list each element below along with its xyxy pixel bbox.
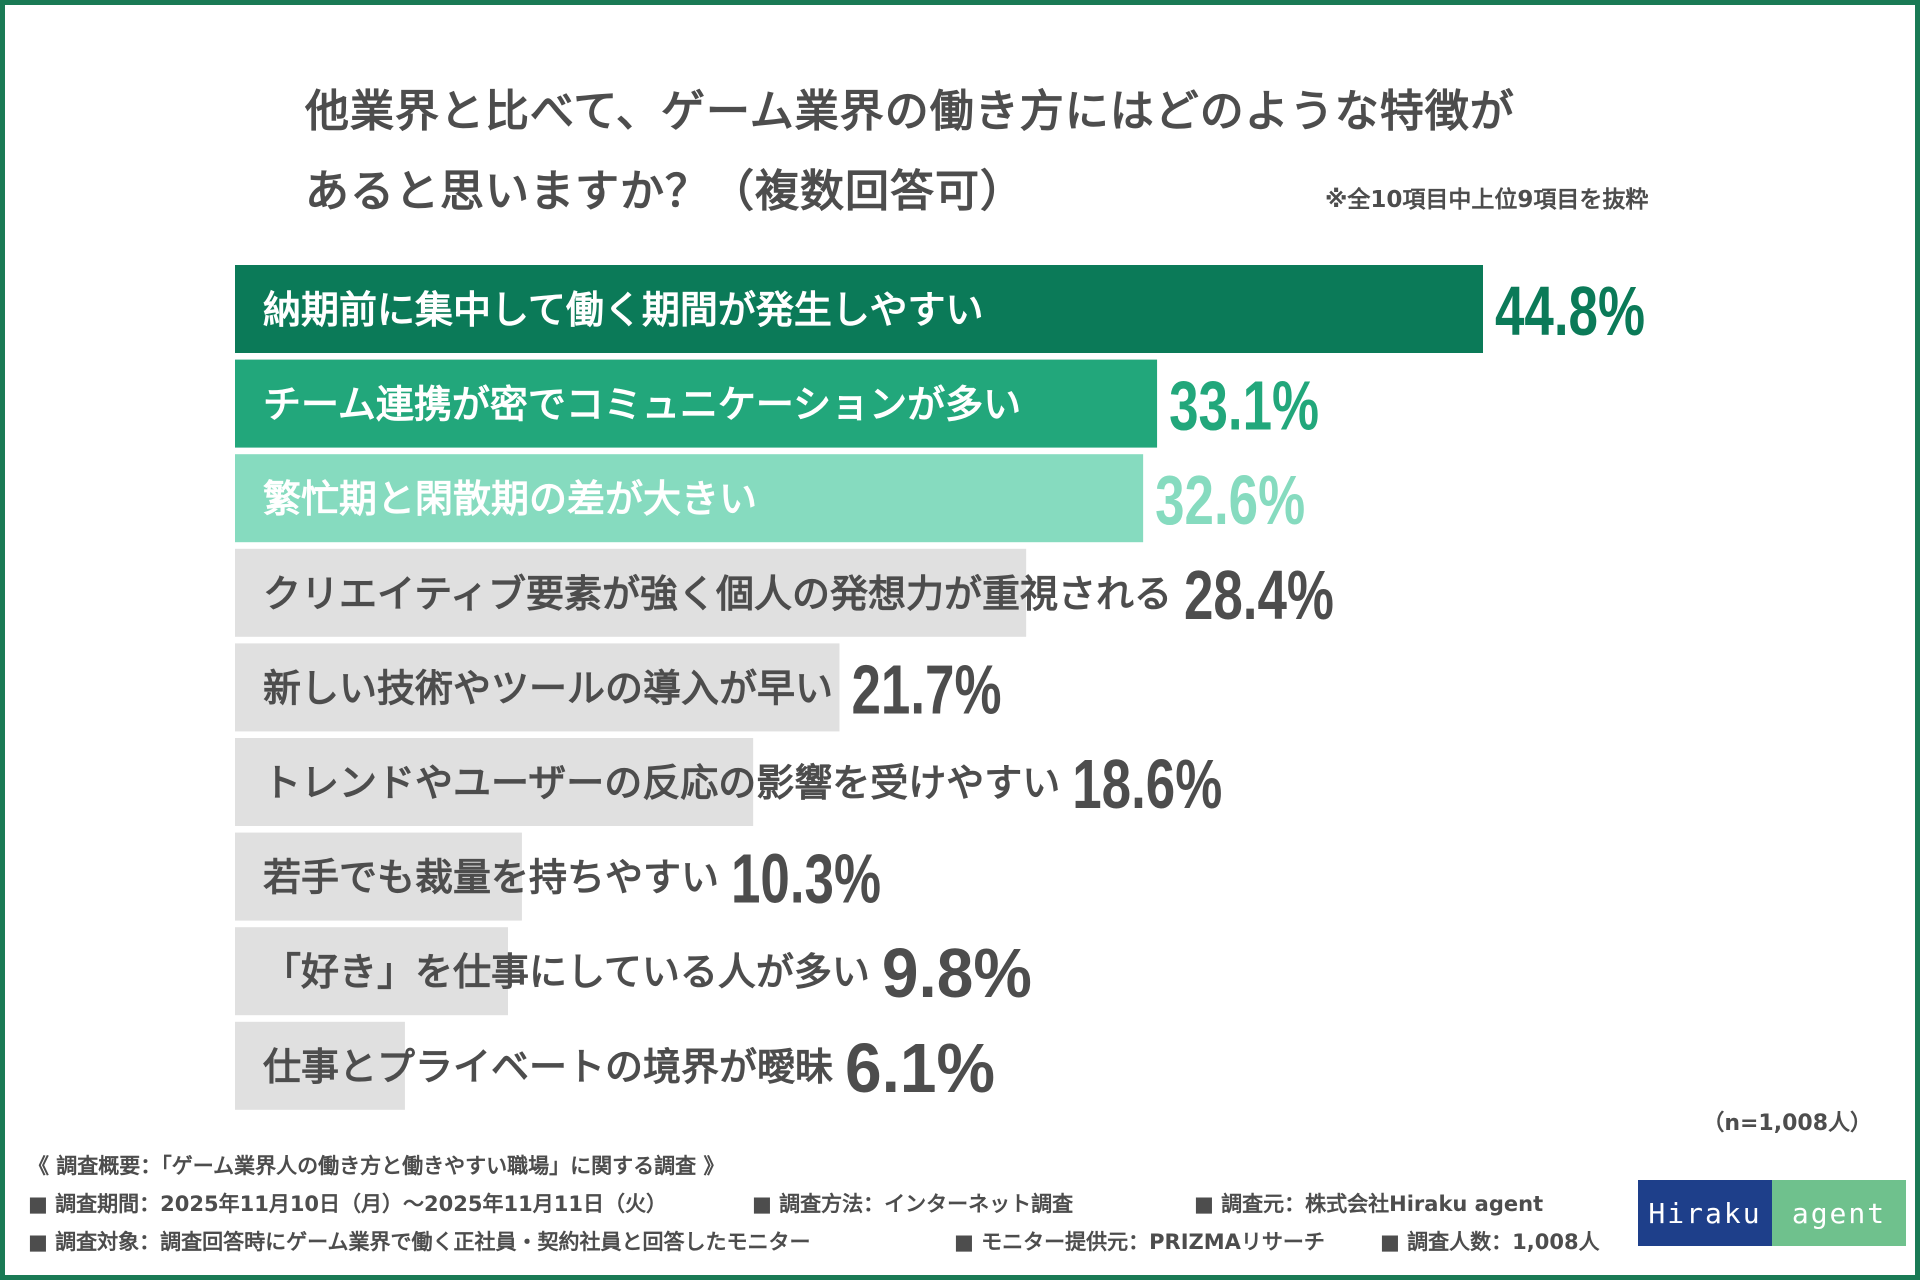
bar-category-label: クリエイティブ要素が強く個人の発想力が重視される xyxy=(263,572,1172,616)
logo-left-text: Hiraku xyxy=(1648,1196,1762,1230)
bar-value-label: 9.8% xyxy=(882,934,1032,1012)
bar-group: 繁忙期と閑散期の差が大きい 32.6% xyxy=(235,454,1305,543)
bar xyxy=(235,454,1144,543)
bar-group: トレンドやユーザーの反応の影響を受けやすい 18.6% xyxy=(235,738,1222,826)
bar-group: チーム連携が密でコミュニケーションが多い 33.1% xyxy=(235,359,1319,448)
bar-value-label: 6.1% xyxy=(845,1029,995,1107)
bar-category-label: トレンドやユーザーの反応の影響を受けやすい xyxy=(263,761,1060,805)
title-line-2: あると思いますか？（複数回答可） xyxy=(305,166,1025,217)
bar-group: 納期前に集中して働く期間が発生しやすい 44.8% xyxy=(235,265,1645,353)
bar-value-label: 10.3% xyxy=(731,840,881,918)
bar xyxy=(235,265,1483,353)
bar-value-label: 28.4% xyxy=(1184,556,1334,634)
sample-size: （n=1,008人） xyxy=(1702,1111,1872,1136)
bar-value-label: 44.8% xyxy=(1495,272,1645,350)
chart-title: 他業界と比べて、ゲーム業界の働き方にはどのような特徴が あると思いますか？（複数… xyxy=(305,72,1705,232)
bar-group: 若手でも裁量を持ちやすい 10.3% xyxy=(235,832,881,921)
survey-provider: ■ モニター提供元：PRIZMAリサーチ xyxy=(954,1230,1325,1254)
bar-group: 仕事とプライベートの境界が曖昧 6.1% xyxy=(235,1021,995,1110)
logo-left: Hiraku xyxy=(1638,1180,1772,1246)
survey-source: ■ 調査元：株式会社Hiraku agent xyxy=(1194,1192,1544,1216)
bar xyxy=(235,1021,405,1110)
survey-target: ■ 調査対象：調査回答時にゲーム業界で働く正社員・契約社員と回答したモニター xyxy=(28,1230,811,1254)
bar-group: 「好き」を仕事にしている人が多い 9.8% xyxy=(235,927,1032,1016)
bar xyxy=(235,359,1158,448)
excerpt-note: ※全10項目中上位9項目を抜粋 xyxy=(1325,187,1649,213)
bar xyxy=(235,548,1027,637)
bar-category-label: 若手でも裁量を持ちやすい xyxy=(263,856,719,900)
logo-right: agent xyxy=(1772,1180,1906,1246)
survey-heading: 《 調査概要：「ゲーム業界人の働き方と働きやすい職場」に関する調査 》 xyxy=(28,1154,725,1178)
bar-group: クリエイティブ要素が強く個人の発想力が重視される 28.4% xyxy=(235,548,1334,637)
survey-period: ■ 調査期間：2025年11月10日（月）～2025年11月11日（火） xyxy=(28,1192,667,1216)
title-line-1: 他業界と比べて、ゲーム業界の働き方にはどのような特徴が xyxy=(305,86,1515,137)
survey-count: ■ 調査人数：1,008人 xyxy=(1380,1230,1600,1254)
bar xyxy=(235,738,754,826)
bar-group: 新しい技術やツールの導入が早い 21.7% xyxy=(235,643,1002,732)
logo-right-text: agent xyxy=(1791,1196,1887,1230)
bar-value-label: 33.1% xyxy=(1169,367,1319,445)
bar-category-label: 新しい技術やツールの導入が早い xyxy=(263,666,833,710)
bar-category-label: 納期前に集中して働く期間が発生しやすい xyxy=(263,288,983,332)
survey-method: ■ 調査方法：インターネット調査 xyxy=(752,1192,1074,1216)
bar-value-label: 32.6% xyxy=(1155,461,1305,539)
bar xyxy=(235,927,508,1016)
hiraku-agent-logo: Hiraku agent xyxy=(1638,1180,1906,1246)
bar-category-label: 「好き」を仕事にしている人が多い xyxy=(263,950,870,994)
bar-value-label: 21.7% xyxy=(852,650,1002,728)
bar-category-label: 繁忙期と閑散期の差が大きい xyxy=(263,477,757,521)
bar-category-label: 仕事とプライベートの境界が曖昧 xyxy=(263,1045,833,1089)
bar xyxy=(235,643,840,732)
bar-value-label: 18.6% xyxy=(1072,745,1222,823)
bar-category-label: チーム連携が密でコミュニケーションが多い xyxy=(263,383,1021,427)
bar xyxy=(235,832,522,921)
